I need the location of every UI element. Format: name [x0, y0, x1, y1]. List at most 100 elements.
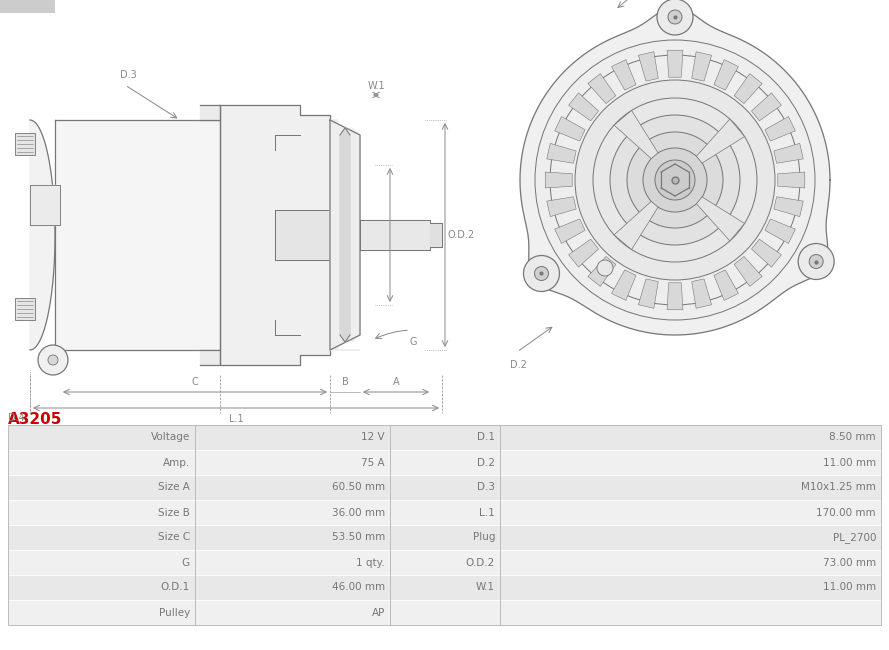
Bar [390, 425, 500, 450]
Polygon shape [714, 60, 739, 90]
Polygon shape [692, 279, 711, 308]
Text: O.D.2: O.D.2 [448, 230, 475, 240]
Circle shape [798, 244, 834, 280]
Bar [195, 425, 390, 450]
Bar [500, 425, 881, 450]
Polygon shape [778, 172, 805, 188]
Polygon shape [765, 116, 796, 141]
Circle shape [655, 160, 695, 200]
Circle shape [668, 10, 682, 24]
Bar [8, 600, 195, 625]
Polygon shape [751, 93, 781, 121]
Text: 36.00 mm: 36.00 mm [332, 508, 385, 517]
Bar [390, 525, 500, 550]
Text: 53.50 mm: 53.50 mm [332, 532, 385, 543]
Text: A: A [393, 377, 399, 387]
Polygon shape [714, 270, 739, 300]
Polygon shape [330, 120, 360, 350]
Bar [8, 425, 195, 450]
Circle shape [534, 266, 549, 281]
Circle shape [38, 345, 68, 375]
Polygon shape [614, 202, 658, 250]
Circle shape [627, 132, 723, 228]
Text: 11.00 mm: 11.00 mm [823, 582, 876, 593]
Text: D.3: D.3 [477, 482, 495, 493]
Text: O.D.1: O.D.1 [393, 230, 420, 240]
Text: Size B: Size B [158, 508, 190, 517]
Text: 75 A: 75 A [361, 458, 385, 467]
Circle shape [575, 80, 775, 280]
Circle shape [610, 115, 740, 245]
Bar [8, 500, 195, 525]
Bar [8, 450, 195, 475]
Bar [8, 550, 195, 575]
Bar [0, 0, 55, 13]
Bar [15, 133, 35, 155]
Text: A3205: A3205 [8, 412, 62, 427]
Text: 46.00 mm: 46.00 mm [332, 582, 385, 593]
Text: 1 qty.: 1 qty. [356, 558, 385, 567]
Text: 12 V: 12 V [361, 432, 385, 443]
Bar [500, 450, 881, 475]
Text: D.2: D.2 [477, 458, 495, 467]
Text: B: B [341, 377, 348, 387]
Bar [390, 500, 500, 525]
Polygon shape [520, 7, 830, 335]
Bar [500, 575, 881, 600]
Text: L.1: L.1 [228, 414, 244, 424]
Bar [390, 575, 500, 600]
Polygon shape [200, 350, 220, 365]
Text: 73.00 mm: 73.00 mm [823, 558, 876, 567]
Polygon shape [200, 105, 220, 120]
Polygon shape [773, 197, 804, 216]
Bar [195, 600, 390, 625]
Text: Voltage: Voltage [151, 432, 190, 443]
Polygon shape [275, 210, 330, 260]
Polygon shape [692, 52, 711, 81]
Bar [8, 525, 195, 550]
Text: Plug: Plug [472, 532, 495, 543]
Text: C: C [192, 377, 198, 387]
Text: 11.00 mm: 11.00 mm [823, 458, 876, 467]
Bar [195, 450, 390, 475]
Bar [500, 500, 881, 525]
Bar [195, 575, 390, 600]
Text: O.D.1: O.D.1 [161, 582, 190, 593]
Text: M10x1.25 mm: M10x1.25 mm [801, 482, 876, 493]
Bar [15, 298, 35, 320]
Text: D.4: D.4 [8, 413, 25, 423]
Polygon shape [330, 120, 360, 350]
Polygon shape [430, 223, 442, 247]
Bar [8, 575, 195, 600]
Circle shape [524, 255, 559, 291]
Polygon shape [765, 219, 796, 244]
Text: G: G [182, 558, 190, 567]
Bar [195, 475, 390, 500]
Bar [195, 500, 390, 525]
Bar [500, 600, 881, 625]
Circle shape [597, 260, 613, 276]
Polygon shape [545, 172, 573, 188]
Text: W.1: W.1 [476, 582, 495, 593]
Text: 170.00 mm: 170.00 mm [816, 508, 876, 517]
Text: D.1: D.1 [477, 432, 495, 443]
Circle shape [809, 255, 823, 268]
Polygon shape [360, 220, 430, 250]
Text: 8.50 mm: 8.50 mm [829, 432, 876, 443]
Bar [195, 525, 390, 550]
Circle shape [48, 355, 58, 365]
Polygon shape [569, 239, 598, 267]
Polygon shape [555, 219, 585, 244]
Text: D.3: D.3 [120, 70, 137, 80]
Text: D.2: D.2 [510, 360, 527, 370]
Text: L.1: L.1 [479, 508, 495, 517]
Polygon shape [667, 50, 683, 77]
Polygon shape [696, 197, 745, 241]
Text: Size A: Size A [158, 482, 190, 493]
Polygon shape [30, 185, 60, 225]
Text: W.1: W.1 [367, 81, 385, 91]
Polygon shape [667, 283, 683, 310]
Polygon shape [638, 279, 658, 308]
Circle shape [535, 40, 815, 320]
Bar [8, 475, 195, 500]
